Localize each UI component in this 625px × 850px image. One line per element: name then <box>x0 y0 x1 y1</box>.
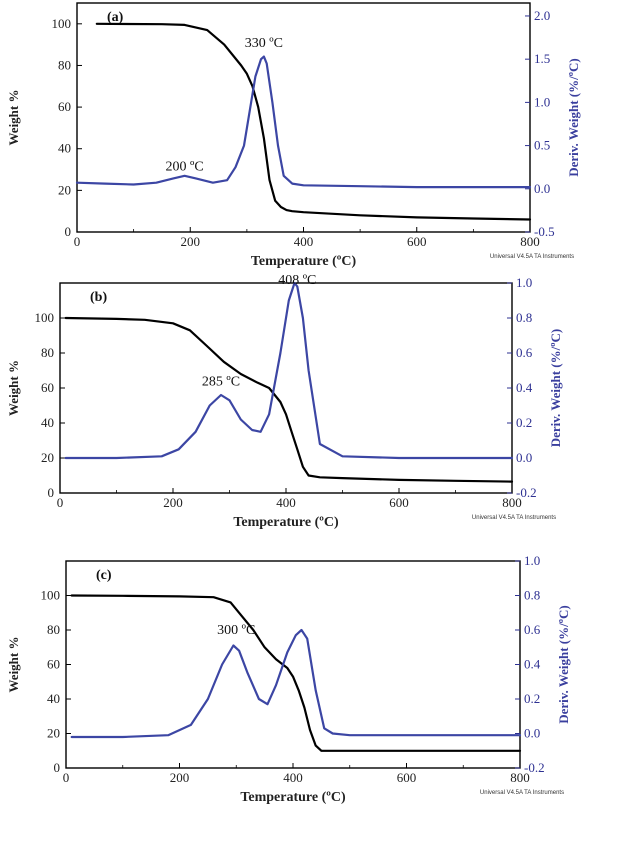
deriv-weight-line <box>64 281 514 460</box>
plot-frame <box>76 2 531 233</box>
x-tick-label: 200 <box>163 495 183 510</box>
weight-line <box>95 22 532 221</box>
panel-label: (b) <box>90 290 107 305</box>
instrument-credit: Universal V4.5A TA Instruments <box>490 254 574 260</box>
x-tick-label: 800 <box>510 770 530 785</box>
y2-tick-label: 0.2 <box>524 691 540 706</box>
x-tick-label: 800 <box>520 234 540 249</box>
x-tick-label: 600 <box>397 770 417 785</box>
y-tick-label: 0 <box>54 760 61 775</box>
y2-tick-label: 0.2 <box>516 415 532 430</box>
instrument-credit: Universal V4.5A TA Instruments <box>472 515 556 521</box>
y2-tick-label: 0.4 <box>516 380 533 395</box>
y-tick-label: 80 <box>58 57 71 72</box>
y2-tick-label: 1.5 <box>534 51 550 66</box>
y2-axis-label: Deriv. Weight (%/ºC) <box>566 58 581 177</box>
panel-label: (c) <box>96 568 112 583</box>
x-tick-label: 400 <box>283 770 303 785</box>
y-tick-label: 0 <box>65 224 72 239</box>
weight-line <box>70 594 522 752</box>
y2-tick-label: 0.6 <box>524 622 541 637</box>
tga-panel-b: 0 200 400 600 800 0 20 40 60 80 100 -0.2 0.0 0.2 0.4 0.… <box>6 273 563 530</box>
deriv-weight-line <box>75 55 532 189</box>
y-axis-label: Weight % <box>6 637 21 693</box>
peak-annotation: 200 ºC <box>165 159 203 174</box>
y-tick-label: 20 <box>58 182 71 197</box>
x-axis-label: Temperature (ºC) <box>233 515 339 530</box>
y-tick-label: 100 <box>35 310 55 325</box>
y-tick-label: 20 <box>41 450 54 465</box>
y2-tick-label: -0.2 <box>524 760 545 775</box>
x-tick-label: 0 <box>74 234 81 249</box>
peak-annotation: 408 ºC <box>278 273 316 288</box>
x-tick-label: 200 <box>170 770 190 785</box>
y-tick-label: 20 <box>47 726 60 741</box>
y-tick-label: 40 <box>58 141 71 156</box>
y2-tick-label: 1.0 <box>524 553 540 568</box>
y2-tick-label: -0.2 <box>516 485 537 500</box>
deriv-weight-line <box>70 628 522 739</box>
x-axis-label: Temperature (ºC) <box>240 790 346 805</box>
y2-tick-label: 0.0 <box>524 726 540 741</box>
y2-tick-label: 0.0 <box>534 181 550 196</box>
x-tick-label: 0 <box>63 770 70 785</box>
tga-panel-c: 0 200 400 600 800 0 20 40 60 80 100 -0.2 0.0 0.2 0.4 0.… <box>6 553 571 805</box>
y-tick-label: 60 <box>47 657 60 672</box>
y-axis-label: Weight % <box>6 90 21 146</box>
y-tick-label: 100 <box>41 588 61 603</box>
x-tick-label: 400 <box>294 234 314 249</box>
peak-annotation: 300 ºC <box>217 623 255 638</box>
y-tick-label: 40 <box>41 415 54 430</box>
y2-tick-label: 2.0 <box>534 8 550 23</box>
y-axis-label: Weight % <box>6 360 21 416</box>
y2-tick-label: 0.8 <box>524 588 540 603</box>
y-tick-label: 60 <box>41 380 54 395</box>
y-tick-label: 80 <box>47 622 60 637</box>
x-tick-label: 200 <box>181 234 201 249</box>
y-tick-label: 100 <box>52 16 72 31</box>
y2-tick-label: 0.8 <box>516 310 532 325</box>
y-tick-label: 60 <box>58 99 71 114</box>
y2-tick-label: 0.0 <box>516 450 532 465</box>
x-tick-label: 600 <box>389 495 409 510</box>
peak-annotation: 285 ºC <box>202 374 240 389</box>
y2-tick-label: 0.4 <box>524 657 541 672</box>
instrument-credit: Universal V4.5A TA Instruments <box>480 790 564 796</box>
y2-axis-label: Deriv. Weight (%/ºC) <box>548 329 563 448</box>
x-tick-label: 600 <box>407 234 427 249</box>
y2-tick-label: 0.5 <box>534 138 550 153</box>
y-tick-label: 40 <box>47 691 60 706</box>
x-tick-label: 800 <box>502 495 522 510</box>
tga-panel-a: 0 200 400 600 800 0 20 40 60 80 100 -0.5 0.0 0.5 1.0 1.… <box>6 2 581 269</box>
x-tick-label: 0 <box>57 495 64 510</box>
peak-annotation: 330 ºC <box>245 36 283 51</box>
y2-tick-label: -0.5 <box>534 224 555 239</box>
panel-label: (a) <box>107 10 124 25</box>
y2-axis-label: Deriv. Weight (%/ºC) <box>556 605 571 724</box>
y-tick-label: 0 <box>48 485 55 500</box>
y2-tick-label: 0.6 <box>516 345 533 360</box>
y2-tick-label: 1.0 <box>516 275 532 290</box>
weight-line <box>64 316 514 483</box>
y-tick-label: 80 <box>41 345 54 360</box>
x-axis-label: Temperature (ºC) <box>251 254 357 269</box>
y2-tick-label: 1.0 <box>534 94 550 109</box>
x-tick-label: 400 <box>276 495 296 510</box>
